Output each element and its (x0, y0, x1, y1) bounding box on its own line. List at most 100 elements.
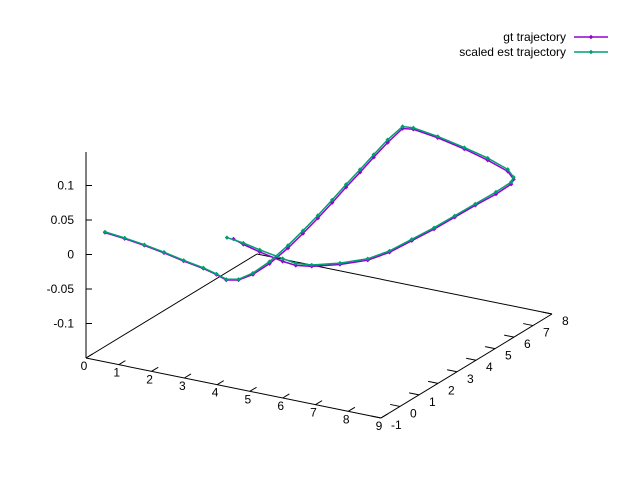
data-point (508, 179, 514, 185)
right-axis-line (380, 313, 553, 419)
z-axis-ticks: 0.1 0.05 0 -0.05 -0.1 (47, 179, 92, 331)
y-tick-label: 7 (543, 326, 550, 340)
legend-marker (588, 34, 594, 40)
series-line (104, 127, 515, 281)
data-point (285, 243, 291, 248)
x-tick (347, 406, 356, 412)
y-tick-label: 1 (429, 395, 436, 409)
y-tick (542, 311, 553, 315)
data-point (300, 231, 306, 236)
data-point (329, 197, 335, 203)
x-tick (282, 393, 290, 399)
data-point (462, 145, 467, 150)
x-tick-label: 0 (81, 359, 88, 373)
x-tick-label: 3 (179, 379, 186, 393)
axes-frame (85, 152, 553, 419)
y-tick (466, 357, 477, 361)
data-point (511, 175, 516, 180)
data-point (257, 247, 262, 253)
x-tick (249, 386, 257, 392)
data-point (315, 213, 321, 218)
x-tick-label: 8 (343, 412, 350, 426)
data-point (505, 167, 511, 172)
data-point (452, 213, 457, 219)
data-point (224, 235, 230, 240)
x-tick-label: 6 (277, 399, 284, 413)
data-point (280, 256, 285, 261)
data-point (250, 270, 256, 276)
y-tick-label: 8 (562, 314, 569, 328)
y-tick-label: 0 (410, 406, 417, 420)
data-point (343, 182, 349, 187)
data-point (161, 249, 167, 255)
series-0 (102, 126, 516, 283)
y-tick (409, 392, 420, 396)
y-tick (523, 323, 534, 327)
data-point (357, 170, 363, 175)
data-point (181, 258, 186, 263)
data-point (473, 201, 478, 207)
z-tick-label: -0.05 (47, 282, 75, 296)
data-point (293, 261, 298, 266)
data-point (224, 277, 229, 282)
data-point (214, 271, 219, 277)
series-line (104, 125, 515, 281)
data-point (142, 242, 147, 247)
data-point (122, 235, 127, 241)
data-point (409, 237, 414, 242)
z-tick-label: 0 (67, 248, 74, 262)
data-point (267, 259, 272, 264)
y-tick (390, 403, 401, 407)
y-tick (371, 415, 382, 419)
legend-label: gt trajectory (503, 30, 566, 44)
data-point (371, 152, 376, 157)
data-point (435, 134, 440, 139)
data-point (411, 125, 416, 131)
data-point (309, 262, 314, 268)
series-1 (102, 124, 516, 282)
z-tick-label: 0.05 (51, 213, 75, 227)
x-tick (184, 373, 192, 379)
y-tick-label: 6 (524, 337, 531, 351)
x-tick-label: 5 (245, 392, 252, 406)
y-tick-label: 5 (505, 349, 512, 363)
x-tick-label: 7 (310, 406, 317, 420)
y-tick (428, 380, 439, 384)
y-tick (447, 369, 458, 373)
data-point (357, 167, 363, 172)
y-axis-line (85, 253, 258, 359)
x-tick (216, 380, 225, 386)
x-tick (151, 366, 159, 372)
x-axis-line (85, 357, 382, 419)
x-axis-ticks: 0 1 2 3 4 5 6 7 8 9 (81, 353, 388, 433)
data-point (493, 189, 499, 195)
data-point (241, 240, 246, 246)
data-point (387, 248, 392, 254)
data-point (337, 260, 343, 266)
z-tick-label: -0.1 (53, 317, 74, 331)
x-tick-label: 2 (146, 372, 153, 386)
y-tick-label: -1 (391, 418, 402, 432)
x-tick-label: 9 (376, 419, 383, 433)
data-point (201, 265, 206, 270)
y-tick-label: 4 (486, 360, 493, 374)
data-point (236, 277, 241, 282)
y-tick (485, 346, 496, 350)
data-point (280, 259, 285, 264)
series-layer (102, 124, 516, 283)
y-tick-label: 2 (448, 383, 455, 397)
data-point (431, 225, 437, 230)
data-point (102, 229, 108, 235)
x-tick (85, 353, 93, 359)
back-axis-line (256, 253, 553, 315)
x-tick (315, 400, 323, 406)
legend-label: scaled est trajectory (459, 45, 566, 59)
x-tick (380, 413, 388, 419)
x-tick-label: 4 (212, 386, 219, 400)
x-tick (118, 360, 126, 366)
z-tick-label: 0.1 (57, 179, 74, 193)
y-tick-label: 3 (467, 372, 474, 386)
